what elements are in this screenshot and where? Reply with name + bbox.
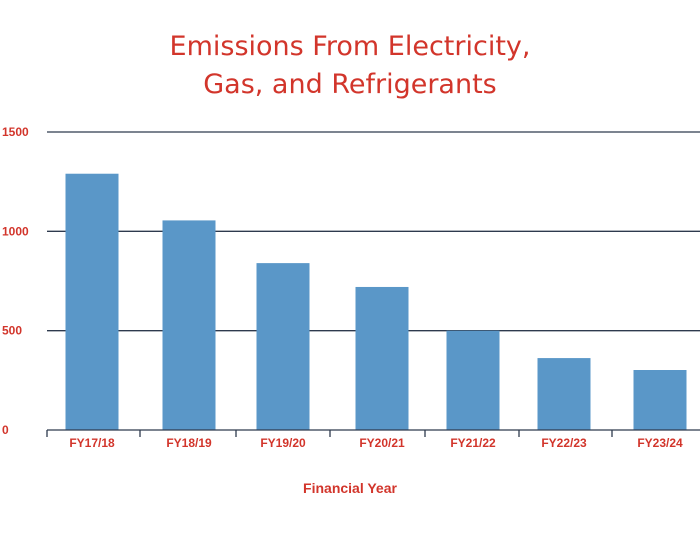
x-axis-ticks: FY17/18 FY18/19 FY19/20 FY20/21 FY21/22 FY22/…: [69, 436, 683, 450]
x-tick-label-fy17-18: FY17/18: [69, 436, 115, 450]
bar-fy21-22: [446, 330, 500, 430]
bar-fy19-20: [256, 263, 310, 430]
x-tick-label-fy19-20: FY19/20: [260, 436, 306, 450]
chart-title-line-2: Gas, and Refrigerants: [203, 69, 497, 100]
x-axis-title: Financial Year: [303, 480, 397, 496]
bar-fy23-24: [633, 370, 687, 430]
bars: [65, 173, 687, 430]
x-tick-label-fy22-23: FY22/23: [541, 436, 587, 450]
bar-fy18-19: [162, 220, 216, 430]
x-tick-label-fy20-21: FY20/21: [359, 436, 405, 450]
y-axis-ticks: 0 500 1000 1500: [2, 125, 29, 437]
x-tick-label-fy23-24: FY23/24: [637, 436, 683, 450]
bar-fy22-23: [537, 358, 591, 430]
bar-fy17-18: [65, 173, 119, 430]
y-tick-label-500: 500: [2, 324, 22, 338]
x-tick-label-fy21-22: FY21/22: [450, 436, 496, 450]
bar-fy20-21: [355, 286, 409, 430]
y-tick-label-1500: 1500: [2, 125, 29, 139]
chart-title-line-1: Emissions From Electricity,: [169, 31, 531, 62]
y-tick-label-0: 0: [2, 423, 9, 437]
x-axis: [46, 429, 700, 437]
x-tick-label-fy18-19: FY18/19: [166, 436, 212, 450]
chart-title: Emissions From Electricity, Gas, and Ref…: [0, 28, 700, 104]
y-tick-label-1000: 1000: [2, 224, 29, 238]
